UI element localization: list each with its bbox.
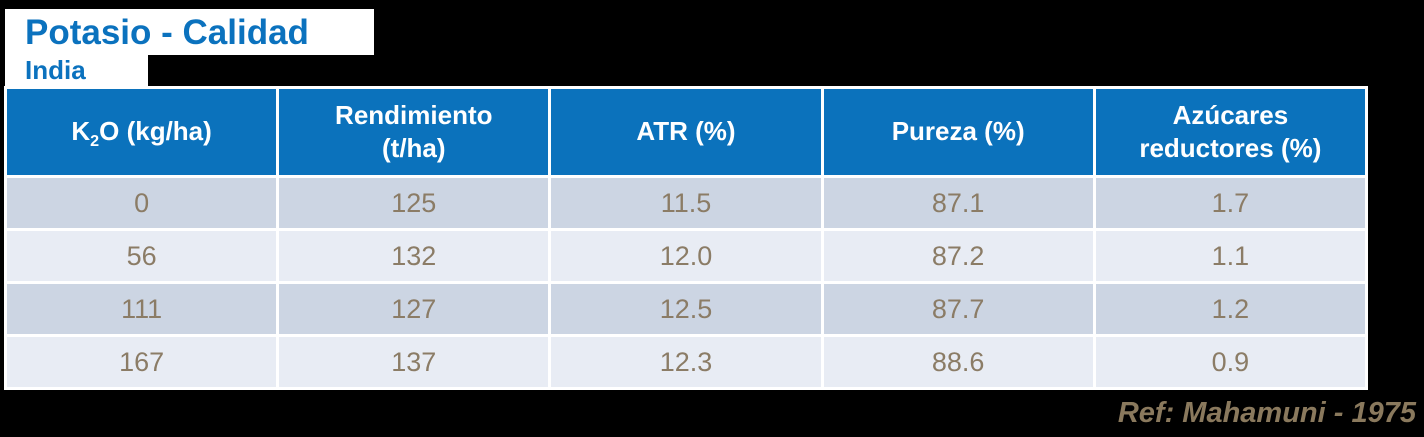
table-cell: 137 [279, 337, 549, 387]
table-cell: 1.1 [1095, 231, 1365, 281]
table-body: 0 125 11.5 87.1 1.7 56 132 12.0 87.2 1.1… [7, 178, 1365, 387]
column-header-k2o: K2O (kg/ha) [7, 89, 277, 175]
header-line: Rendimiento [335, 99, 493, 130]
header-line: reductores (%) [1139, 133, 1322, 163]
k2o-subscript: 2 [90, 132, 100, 151]
k2o-label: K2O (kg/ha) [71, 116, 212, 151]
column-header-pureza: Pureza (%) [823, 89, 1093, 175]
table-cell: 0.9 [1095, 337, 1365, 387]
table-cell: 87.7 [823, 284, 1093, 334]
table-header: K2O (kg/ha) Rendimiento (t/ha) ATR (%) P… [7, 89, 1365, 175]
table-cell: 132 [279, 231, 549, 281]
slide-title: Potasio - Calidad [5, 9, 374, 55]
table-cell: 88.6 [823, 337, 1093, 387]
table-cell: 11.5 [551, 178, 821, 228]
table-cell: 167 [7, 337, 277, 387]
header-line: Azúcares [1172, 99, 1289, 130]
header-line: (t/ha) [382, 133, 446, 163]
table-cell: 87.1 [823, 178, 1093, 228]
table-cell: 125 [279, 178, 549, 228]
table-cell: 12.3 [551, 337, 821, 387]
header-line: ATR (%) [636, 116, 736, 147]
slide-subtitle: India [5, 55, 148, 89]
table-cell: 127 [279, 284, 549, 334]
table-cell: 0 [7, 178, 277, 228]
table-cell: 1.7 [1095, 178, 1365, 228]
table-row: 111 127 12.5 87.7 1.2 [7, 284, 1365, 334]
header-row: K2O (kg/ha) Rendimiento (t/ha) ATR (%) P… [7, 89, 1365, 175]
reference-note: Ref: Mahamuni - 1975 [1117, 397, 1416, 429]
table-row: 56 132 12.0 87.2 1.1 [7, 231, 1365, 281]
potassium-quality-table: K2O (kg/ha) Rendimiento (t/ha) ATR (%) P… [4, 86, 1368, 390]
table-row: 0 125 11.5 87.1 1.7 [7, 178, 1365, 228]
table-cell: 1.2 [1095, 284, 1365, 334]
table-cell: 12.0 [551, 231, 821, 281]
table-cell: 111 [7, 284, 277, 334]
column-header-azucares: Azúcares reductores (%) [1095, 89, 1365, 175]
table-row: 167 137 12.3 88.6 0.9 [7, 337, 1365, 387]
table-cell: 12.5 [551, 284, 821, 334]
table-cell: 87.2 [823, 231, 1093, 281]
column-header-atr: ATR (%) [551, 89, 821, 175]
table-cell: 56 [7, 231, 277, 281]
header-line: Pureza (%) [891, 116, 1025, 147]
title-block: Potasio - Calidad India [5, 9, 374, 89]
column-header-rendimiento: Rendimiento (t/ha) [279, 89, 549, 175]
